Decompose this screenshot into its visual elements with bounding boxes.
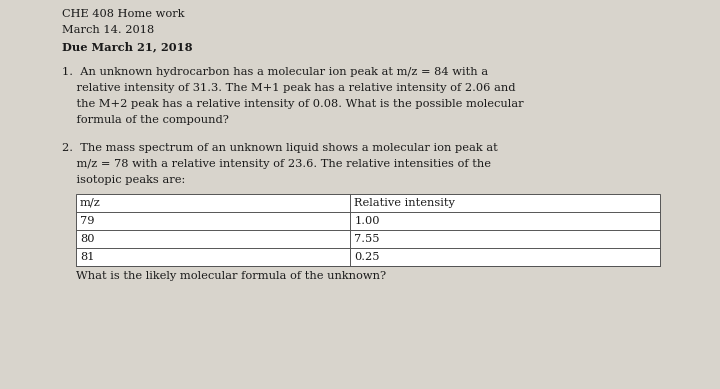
Text: m/z: m/z — [80, 198, 101, 208]
Text: 7.55: 7.55 — [354, 234, 380, 244]
Text: 1.00: 1.00 — [354, 216, 380, 226]
Text: 81: 81 — [80, 252, 94, 262]
Text: isotopic peaks are:: isotopic peaks are: — [62, 175, 185, 186]
Text: 80: 80 — [80, 234, 94, 244]
Text: Due March 21, 2018: Due March 21, 2018 — [62, 41, 192, 52]
Text: relative intensity of 31.3. The M+1 peak has a relative intensity of 2.06 and: relative intensity of 31.3. The M+1 peak… — [62, 82, 516, 93]
Text: What is the likely molecular formula of the unknown?: What is the likely molecular formula of … — [76, 272, 386, 281]
Text: m/z = 78 with a relative intensity of 23.6. The relative intensities of the: m/z = 78 with a relative intensity of 23… — [62, 159, 491, 169]
Text: 0.25: 0.25 — [354, 252, 380, 262]
Text: the M+2 peak has a relative intensity of 0.08. What is the possible molecular: the M+2 peak has a relative intensity of… — [62, 98, 523, 109]
Text: 2.  The mass spectrum of an unknown liquid shows a molecular ion peak at: 2. The mass spectrum of an unknown liqui… — [62, 144, 498, 153]
Bar — [76, 194, 660, 266]
Text: March 14. 2018: March 14. 2018 — [62, 25, 154, 35]
Text: 79: 79 — [80, 216, 94, 226]
Text: CHE 408 Home work: CHE 408 Home work — [62, 9, 184, 19]
Text: Relative intensity: Relative intensity — [354, 198, 455, 208]
Text: 1.  An unknown hydrocarbon has a molecular ion peak at m/z = 84 with a: 1. An unknown hydrocarbon has a molecula… — [62, 67, 488, 77]
Text: formula of the compound?: formula of the compound? — [62, 115, 229, 124]
